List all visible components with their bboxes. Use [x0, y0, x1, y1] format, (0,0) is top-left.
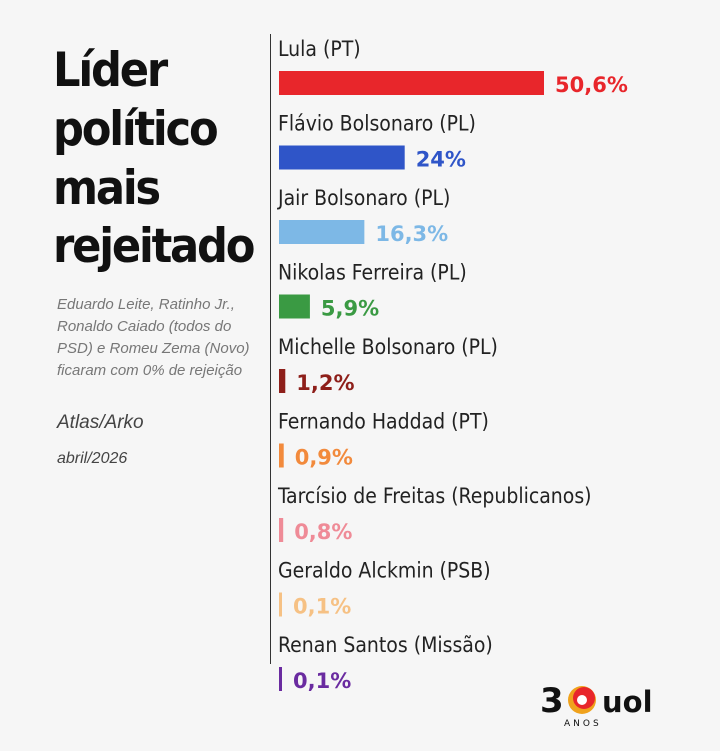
- value-label: 1,2%: [296, 371, 354, 395]
- title-word: Líder: [53, 43, 168, 98]
- value-label: 0,1%: [293, 669, 351, 693]
- chart-source: Atlas/Arko: [57, 412, 144, 433]
- logo-anos: ANOS: [564, 719, 602, 729]
- bar: [279, 518, 284, 542]
- uol-30-anos-logo: 3 uol ANOS: [538, 680, 668, 730]
- category-label: Lula (PT): [278, 37, 361, 61]
- category-label: Jair Bolsonaro (PL): [277, 186, 450, 210]
- bar: [279, 592, 282, 617]
- category-label: Michelle Bolsonaro (PL): [278, 335, 498, 359]
- logo-three: 3: [540, 681, 564, 721]
- chart-note: Eduardo Leite, Ratinho Jr., Ronaldo Caia…: [57, 296, 250, 379]
- bar: [279, 443, 284, 468]
- category-label: Nikolas Ferreira (PL): [278, 261, 467, 285]
- category-label: Flávio Bolsonaro (PL): [278, 112, 476, 136]
- value-label: 0,1%: [293, 595, 351, 619]
- logo-zero-hole: [577, 695, 587, 705]
- title-word: político: [53, 101, 219, 157]
- bar: [279, 667, 282, 691]
- logo-graphic: 3 uol ANOS: [540, 681, 653, 729]
- bar: [279, 294, 310, 319]
- category-label: Renan Santos (Missão): [278, 633, 493, 657]
- value-label: 16,3%: [375, 222, 448, 246]
- title-word: mais: [53, 160, 161, 216]
- bar: [279, 145, 405, 170]
- value-label: 50,6%: [555, 73, 628, 97]
- value-label: 24%: [416, 148, 466, 172]
- value-label: 0,9%: [295, 446, 353, 470]
- title-word: rejeitado: [53, 219, 255, 275]
- category-label: Fernando Haddad (PT): [278, 410, 489, 434]
- chart-title: Líder político mais rejeitado: [53, 42, 255, 277]
- bar: [279, 369, 286, 393]
- value-label: 0,8%: [294, 520, 352, 544]
- value-label: 5,9%: [321, 297, 379, 321]
- category-label: Geraldo Alckmin (PSB): [278, 559, 491, 583]
- divider-line: [270, 34, 271, 664]
- bar: [279, 220, 365, 244]
- chart-date: abril/2026: [57, 450, 128, 467]
- logo-uol: uol: [602, 685, 653, 719]
- bar: [279, 71, 544, 95]
- category-label: Tarcísio de Freitas (Republicanos): [277, 484, 592, 508]
